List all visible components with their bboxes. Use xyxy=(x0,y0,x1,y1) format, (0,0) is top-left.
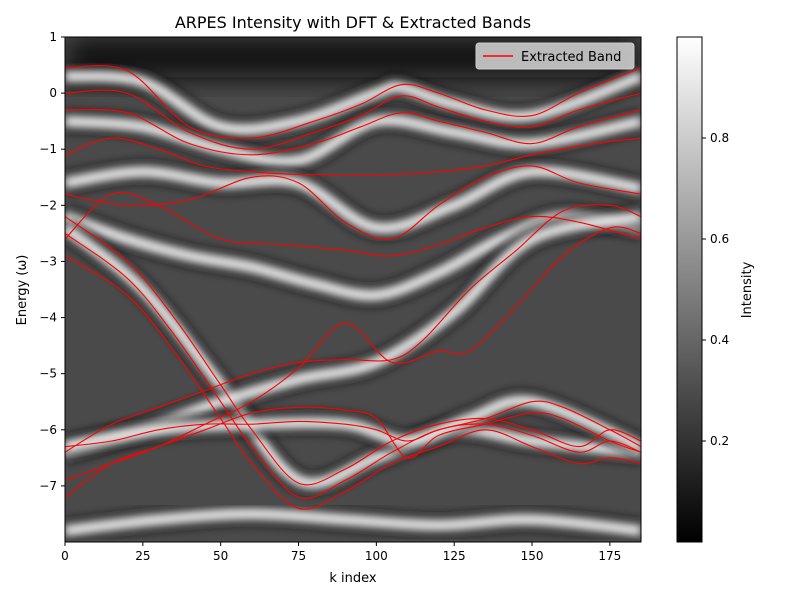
extracted-band-3 xyxy=(65,137,641,176)
colorbar-tick-label-0.4: 0.4 xyxy=(710,333,729,347)
heatmap-area xyxy=(65,37,641,542)
plot-frame xyxy=(64,36,642,543)
heatmap-ridge-7 xyxy=(65,507,641,537)
y-tick-label--5: −5 xyxy=(39,367,57,381)
chart-title: ARPES Intensity with DFT & Extracted Ban… xyxy=(175,13,531,32)
y-tick-label--1: −1 xyxy=(39,142,57,156)
extracted-band-6 xyxy=(65,204,641,453)
extracted-band-2 xyxy=(65,108,641,156)
colorbar-tick-label-0.6: 0.6 xyxy=(710,232,729,246)
extracted-band-1 xyxy=(65,89,641,150)
extracted-band-12 xyxy=(65,406,641,498)
legend-label: Extracted Band xyxy=(521,50,621,65)
x-tick-label-0: 0 xyxy=(61,549,69,563)
extracted-band-7 xyxy=(65,226,641,481)
colorbar: 0.2 0.4 0.6 0.8 Intensity xyxy=(676,36,755,543)
x-tick-label-25: 25 xyxy=(135,549,150,563)
x-tick-label-175: 175 xyxy=(598,549,621,563)
colorbar-gradient xyxy=(676,36,703,543)
y-tick-label--4: −4 xyxy=(39,311,57,325)
x-tick-label-125: 125 xyxy=(443,549,466,563)
colorbar-tick-label-0.2: 0.2 xyxy=(710,434,729,448)
heatmap-ridge-2 xyxy=(65,165,641,235)
y-axis-label: Energy (ω) xyxy=(15,255,30,326)
y-tick-label--6: −6 xyxy=(39,423,57,437)
x-axis-label: k index xyxy=(329,571,377,586)
x-tick-label-100: 100 xyxy=(365,549,388,563)
y-tick-label--7: −7 xyxy=(39,479,57,493)
heatmap-intensity-bands xyxy=(65,63,641,542)
colorbar-ticks: 0.2 0.4 0.6 0.8 xyxy=(702,131,729,448)
y-tick-label--3: −3 xyxy=(39,254,57,268)
extracted-band-8 xyxy=(65,216,641,486)
extracted-band-5 xyxy=(65,191,641,257)
x-tick-label-150: 150 xyxy=(521,549,544,563)
colorbar-tick-label-0.8: 0.8 xyxy=(710,131,729,145)
y-axis: 1 0 −1 −2 −3 −4 −5 −6 −7 xyxy=(39,30,65,493)
extracted-band-4 xyxy=(65,165,641,241)
heatmap-ridge-4 xyxy=(65,223,641,490)
legend: Extracted Band xyxy=(475,42,635,70)
x-tick-label-50: 50 xyxy=(213,549,228,563)
colorbar-label: Intensity xyxy=(740,261,755,318)
extracted-band-0 xyxy=(65,65,641,139)
y-tick-label-1: 1 xyxy=(49,30,57,44)
extracted-band-11 xyxy=(65,400,641,448)
x-tick-label-75: 75 xyxy=(291,549,306,563)
x-axis: 0 25 50 75 100 125 150 175 xyxy=(61,542,621,563)
y-tick-label-0: 0 xyxy=(49,86,57,100)
extracted-band-9 xyxy=(65,232,641,499)
y-tick-label--2: −2 xyxy=(39,198,57,212)
extracted-band-10 xyxy=(65,255,641,510)
legend-box xyxy=(475,42,635,70)
extracted-bands xyxy=(65,65,641,510)
heatmap-ridge-3 xyxy=(65,210,641,302)
